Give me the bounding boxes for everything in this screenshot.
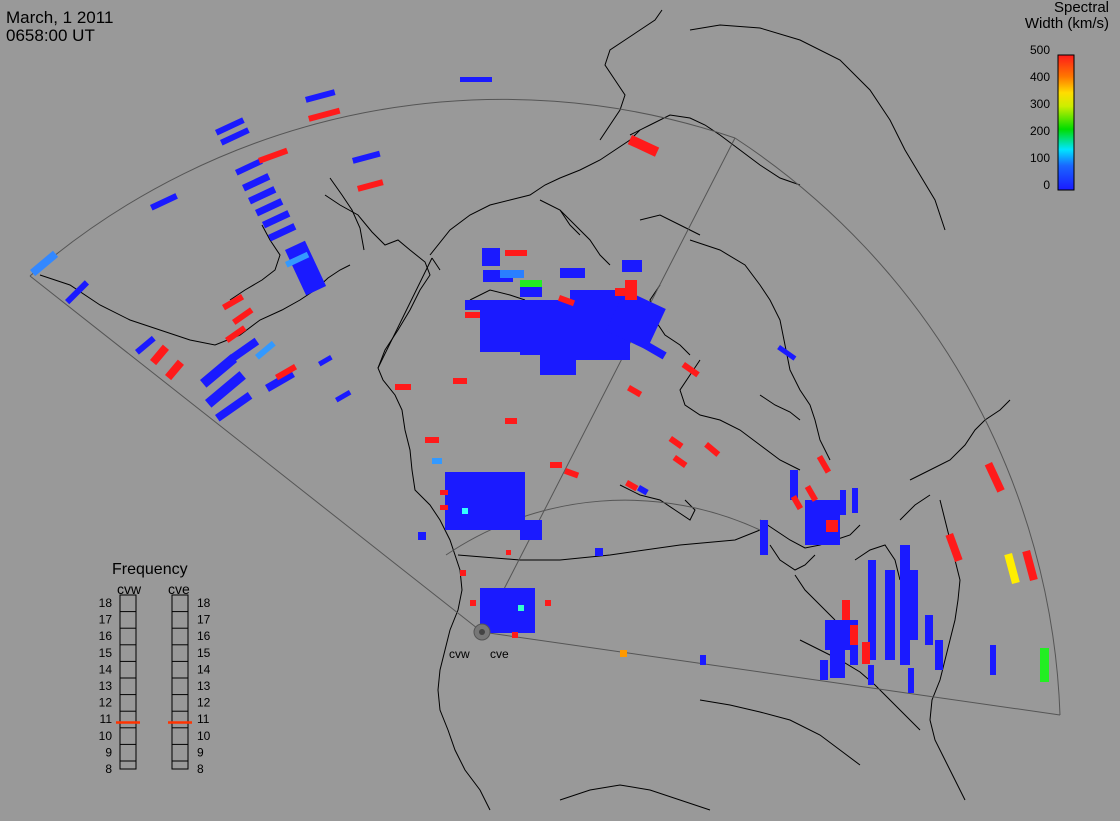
plot-title: March, 1 2011 0658:00 UT (6, 9, 113, 45)
frequency-tick-label: 10 (99, 729, 113, 743)
frequency-tick-label: 16 (99, 629, 113, 643)
frequency-ladder (119, 594, 137, 770)
frequency-tick-label: 14 (197, 662, 211, 676)
backscatter-cells-other (620, 552, 1049, 682)
colorbar-tick-label: 200 (1030, 124, 1050, 138)
frequency-tick-label: 17 (99, 613, 113, 627)
frequency-ladder (171, 594, 189, 770)
freq-radar-label-cve: cve (168, 581, 190, 597)
frequency-tick-label: 15 (197, 646, 211, 660)
radar-sites: cvw cve (449, 623, 509, 661)
colorbar-tick-label: 300 (1030, 97, 1050, 111)
radar-label-cve: cve (490, 647, 509, 661)
colorbar-title: Spectral Width (km/s) (1025, 0, 1109, 32)
frequency-tick-label: 11 (100, 712, 113, 726)
plot-time: 0658:00 UT (6, 26, 95, 45)
coastline-outlines (39, 9, 1011, 811)
frequency-tick-label: 12 (99, 696, 113, 710)
backscatter-cells-high-width (150, 107, 1038, 664)
colorbar-tick-label: 500 (1030, 43, 1050, 57)
frequency-tick-label: 14 (99, 662, 113, 676)
frequency-tick-label: 9 (105, 745, 112, 759)
backscatter-cells-mid-width (29, 250, 542, 611)
colorbar-tick-label: 0 (1043, 178, 1050, 192)
spectral-width-colorbar: 0 100 200 300 400 500 (1030, 43, 1075, 192)
colorbar-tick-label: 100 (1030, 151, 1050, 165)
freq-radar-label-cvw: cvw (117, 581, 142, 597)
plot-date: March, 1 2011 (6, 8, 114, 27)
radar-field-of-view (29, 98, 1061, 716)
colorbar-title-line1: Spectral (1053, 0, 1109, 16)
frequency-tick-label: 8 (105, 762, 112, 776)
frequency-tick-label: 12 (197, 696, 211, 710)
frequency-tick-label: 8 (197, 762, 204, 776)
colorbar-title-line2: Width (km/s) (1024, 15, 1109, 32)
frequency-tick-label: 15 (99, 646, 113, 660)
colorbar-tick-label: 400 (1030, 70, 1050, 84)
frequency-tick-label: 18 (99, 596, 113, 610)
border-lines (377, 257, 761, 561)
frequency-tick-label: 11 (197, 712, 210, 726)
frequency-tick-label: 13 (197, 679, 211, 693)
frequency-tick-label: 13 (99, 679, 113, 693)
radar-label-cvw: cvw (449, 647, 470, 661)
frequency-panel: cvw cve 8 9 10 11 12 13 14 15 16 17 18 8 9 10 11 12 13 14… (99, 581, 211, 776)
frequency-tick-label: 10 (197, 729, 211, 743)
colorbar-ticks: 0 100 200 300 400 500 (1030, 43, 1050, 192)
frequency-tick-label: 18 (197, 596, 211, 610)
frequency-tick-label: 16 (197, 629, 211, 643)
frequency-tick-label: 17 (197, 613, 211, 627)
frequency-panel-title: Frequency (112, 561, 188, 578)
frequency-tick-label: 9 (197, 745, 204, 759)
